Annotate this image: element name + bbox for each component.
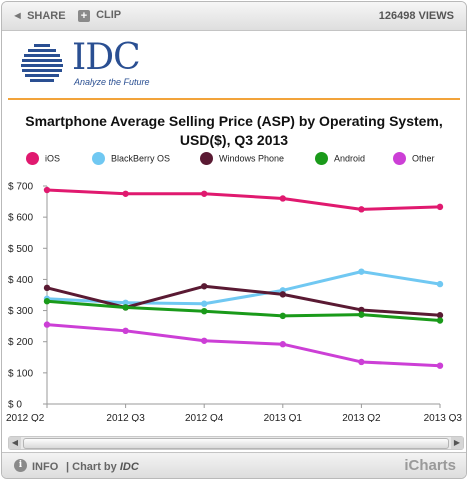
data-point [436,203,444,211]
legend-label: Windows Phone [219,153,285,164]
y-tick-label: $ 700 [8,182,33,193]
share-icon: ◄ [12,10,23,22]
data-point [358,311,365,318]
scroll-thumb[interactable] [23,438,449,449]
data-point [43,298,51,305]
data-point [43,186,51,194]
logo-text: IDC [72,37,141,78]
data-point [122,299,129,306]
divider [8,98,460,100]
series-line-2 [45,270,442,306]
series-line-1 [45,188,442,211]
x-tick-label: 2013 Q1 [264,413,303,422]
data-point [201,300,208,307]
top-toolbar: ◄ SHARE + CLIP 126498 VIEWS [2,2,466,31]
info-icon[interactable]: i [14,459,27,472]
chart-by-brand: IDC [119,461,139,473]
legend-label: Other [412,153,435,164]
y-tick-label: $ 500 [8,244,33,255]
scroll-left-arrow-icon[interactable]: ◀ [9,437,21,449]
y-tick-label: $ 200 [8,337,33,348]
data-point [122,327,129,335]
x-tick-label: 2013 Q3 [424,413,463,422]
views-count: 126498 VIEWS [378,10,454,22]
x-tick-label: 2012 Q4 [185,413,224,422]
clip-button[interactable]: + CLIP [78,9,121,22]
chart-by-prefix: | Chart by [66,461,117,473]
chart-title-line-2: USD($), Q3 2013 [179,132,289,148]
legend-marker [393,152,406,165]
data-point [436,362,444,369]
x-tick-label: 2012 Q2 [6,413,45,422]
share-button[interactable]: ◄ SHARE [12,10,66,22]
x-tick-label: 2012 Q3 [106,413,145,422]
data-point [358,358,365,366]
legend-marker [315,152,328,165]
clip-label: CLIP [96,9,122,21]
data-point [436,317,444,324]
legend-label: iOS [45,153,61,164]
legend-label: Android [334,153,366,164]
horizontal-scrollbar[interactable]: ◀ ▶ [8,436,464,450]
x-tick-label: 2013 Q2 [342,413,381,422]
data-point [279,195,286,202]
y-tick-label: $ 400 [8,275,33,286]
idc-globe-icon [21,44,63,82]
legend-item-2[interactable]: BlackBerry OS [92,152,170,165]
footer-bar: i INFO | Chart by IDC iCharts [2,452,466,478]
data-point [201,283,208,290]
data-point [436,280,444,288]
data-point [122,190,129,197]
legend-marker [92,152,105,165]
data-point [358,306,365,314]
chart-legend: iOS BlackBerry OS Windows Phone Android Othe… [2,152,466,172]
chart-by-credit: | Chart by IDC [66,461,139,473]
data-point [436,312,444,319]
data-point [201,337,208,344]
y-tick-label: $ 100 [8,368,33,379]
legend-item-1[interactable]: iOS [26,152,60,165]
legend-marker [200,152,213,165]
data-point [201,307,208,315]
data-point [358,268,365,275]
legend-item-3[interactable]: Windows Phone [200,152,284,165]
icharts-logo[interactable]: iCharts [404,457,456,474]
data-point [43,284,51,292]
info-button[interactable]: INFO [32,461,59,473]
series-line-3 [45,284,442,317]
logo-tagline: Analyze the Future [74,77,150,87]
line-chart: $ 0 $ 100 $ 200 $ 300 $ 400 $ 500 $ 600 $ 700 20… [6,182,463,423]
series-line-5 [45,323,442,368]
data-point [358,206,365,213]
series-line-4 [45,299,442,323]
legend-label: BlackBerry OS [111,153,171,164]
y-tick-label: $ 600 [8,213,33,224]
legend-marker [26,152,39,165]
data-point [279,341,286,348]
scroll-right-arrow-icon[interactable]: ▶ [451,437,463,449]
data-point [279,312,286,320]
y-tick-label: $ 300 [8,306,33,317]
chart-title-line-1: Smartphone Average Selling Price (ASP) b… [25,113,443,129]
legend-item-4[interactable]: Android [315,152,365,165]
legend-item-5[interactable]: Other [393,152,435,165]
data-point [279,291,286,298]
chart-title: Smartphone Average Selling Price (ASP) b… [2,112,466,150]
plus-icon: + [78,10,90,22]
y-tick-label: $ 0 [8,400,22,411]
data-point [201,190,208,197]
logo-area: IDC Analyze the Future [2,31,466,97]
share-label: SHARE [27,10,66,22]
data-point [43,321,51,328]
data-point [122,304,129,311]
